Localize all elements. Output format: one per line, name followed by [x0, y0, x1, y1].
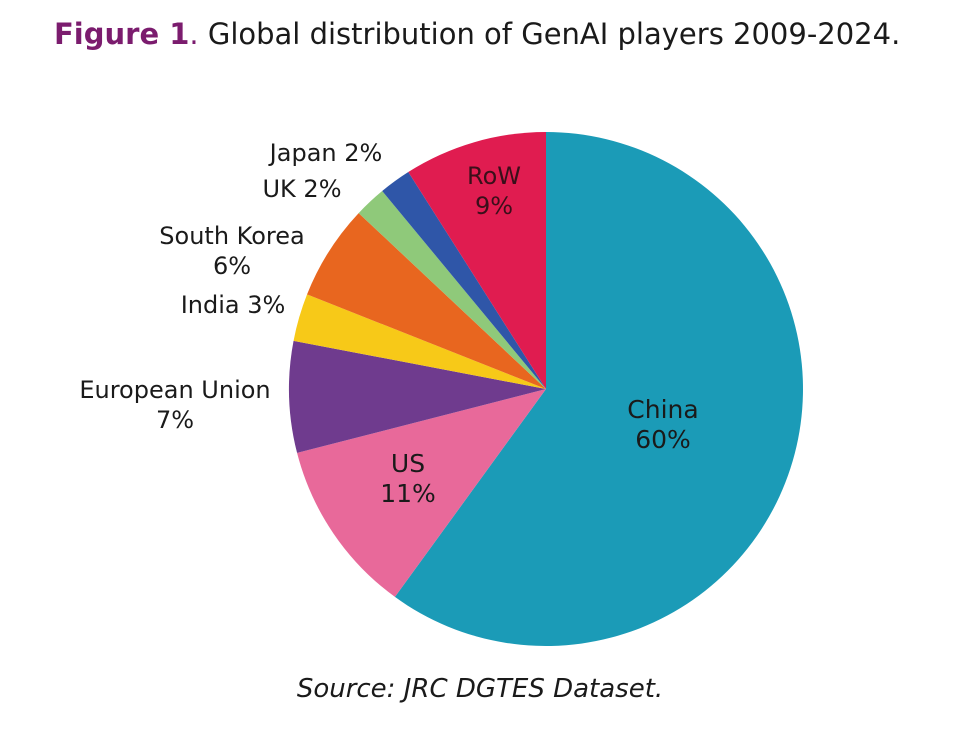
pie-label-row: RoW 9% [467, 162, 521, 220]
pie-label-value-us: 11% [380, 479, 436, 508]
pie-label-value-european-union: 7% [156, 406, 194, 434]
pie-label-name-china: China [627, 395, 698, 424]
pie-label-uk: UK 2% [262, 175, 341, 203]
pie-slice-south-korea [307, 213, 546, 389]
pie-label-south-korea: South Korea 6% [159, 222, 304, 280]
pie-slice-china [394, 132, 803, 646]
pie-label-european-union: European Union 7% [79, 376, 270, 434]
figure-label-dot: . [189, 17, 199, 51]
pie-slice-us [297, 389, 546, 597]
pie-slice-european-union [288, 340, 546, 453]
pie-label-name-row: RoW [467, 162, 521, 190]
source-note: Source: JRC DGTES Dataset. [296, 674, 664, 704]
pie-label-value-row: 9% [475, 192, 513, 220]
pie-label-value-china: 60% [635, 425, 691, 454]
pie-label-name-us: US [391, 449, 425, 478]
pie-label-japan: Japan 2% [268, 139, 383, 167]
figure-title-text: Global distribution of GenAI players 200… [207, 17, 901, 51]
pie-slice-japan [382, 172, 546, 389]
pie-label-india: India 3% [181, 291, 286, 319]
pie-slice-uk [358, 190, 546, 389]
figure-title: Figure 1. Global distribution of GenAI p… [54, 14, 934, 54]
pie-slices [288, 132, 803, 646]
pie-label-china: China 60% [627, 395, 698, 454]
figure-label: Figure 1 [54, 17, 190, 51]
pie-label-name-european-union: European Union [79, 376, 270, 404]
pie-slice-row [408, 132, 546, 389]
pie-label-name-south-korea: South Korea [159, 222, 304, 250]
pie-labels: China 60% US 11% European Union 7% India 3% Sou… [79, 139, 698, 508]
pie-label-value-south-korea: 6% [213, 252, 251, 280]
pie-slice-india [293, 294, 546, 389]
pie-label-us: US 11% [380, 449, 436, 508]
